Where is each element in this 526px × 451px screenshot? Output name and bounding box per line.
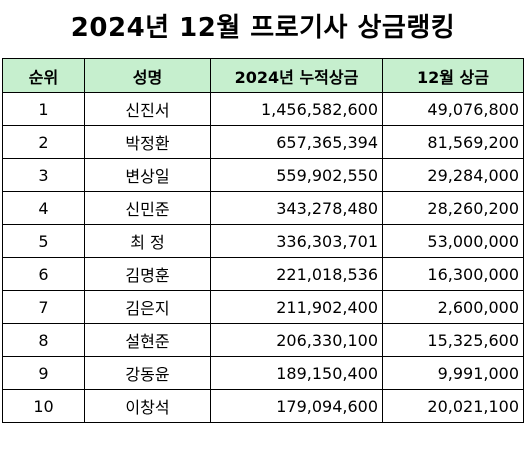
total-prize-cell: 1,456,582,600	[210, 92, 383, 126]
table-row: 3 변상일 559,902,550 29,284,000	[2, 158, 524, 192]
rank-cell: 6	[2, 257, 85, 291]
name-cell: 강동윤	[84, 356, 211, 390]
table-header-row: 순위 성명 2024년 누적상금 12월 상금	[2, 58, 524, 93]
table-row: 4 신민준 343,278,480 28,260,200	[2, 191, 524, 225]
rank-cell: 9	[2, 356, 85, 390]
total-prize-cell: 336,303,701	[210, 224, 383, 258]
table-row: 5 최 정 336,303,701 53,000,000	[2, 224, 524, 258]
name-cell: 설현준	[84, 323, 211, 357]
december-prize-cell: 81,569,200	[382, 125, 524, 159]
column-header-total-prize: 2024년 누적상금	[210, 58, 383, 93]
table-row: 8 설현준 206,330,100 15,325,600	[2, 323, 524, 357]
total-prize-cell: 221,018,536	[210, 257, 383, 291]
december-prize-cell: 16,300,000	[382, 257, 524, 291]
table-row: 6 김명훈 221,018,536 16,300,000	[2, 257, 524, 291]
total-prize-cell: 211,902,400	[210, 290, 383, 324]
table-row: 9 강동윤 189,150,400 9,991,000	[2, 356, 524, 390]
december-prize-cell: 53,000,000	[382, 224, 524, 258]
rank-cell: 4	[2, 191, 85, 225]
prize-ranking-table: 순위 성명 2024년 누적상금 12월 상금 1 신진서 1,456,582,…	[2, 58, 524, 423]
name-cell: 이창석	[84, 389, 211, 423]
name-cell: 김명훈	[84, 257, 211, 291]
total-prize-cell: 343,278,480	[210, 191, 383, 225]
name-cell: 신민준	[84, 191, 211, 225]
december-prize-cell: 28,260,200	[382, 191, 524, 225]
december-prize-cell: 29,284,000	[382, 158, 524, 192]
rank-cell: 2	[2, 125, 85, 159]
december-prize-cell: 20,021,100	[382, 389, 524, 423]
december-prize-cell: 15,325,600	[382, 323, 524, 357]
name-cell: 박정환	[84, 125, 211, 159]
name-cell: 신진서	[84, 92, 211, 126]
total-prize-cell: 559,902,550	[210, 158, 383, 192]
total-prize-cell: 657,365,394	[210, 125, 383, 159]
december-prize-cell: 2,600,000	[382, 290, 524, 324]
total-prize-cell: 189,150,400	[210, 356, 383, 390]
rank-cell: 7	[2, 290, 85, 324]
rank-cell: 1	[2, 92, 85, 126]
rank-cell: 5	[2, 224, 85, 258]
column-header-rank: 순위	[2, 58, 85, 93]
december-prize-cell: 9,991,000	[382, 356, 524, 390]
table-row: 7 김은지 211,902,400 2,600,000	[2, 290, 524, 324]
column-header-name: 성명	[84, 58, 211, 93]
december-prize-cell: 49,076,800	[382, 92, 524, 126]
rank-cell: 10	[2, 389, 85, 423]
column-header-december-prize: 12월 상금	[382, 58, 524, 93]
table-row: 10 이창석 179,094,600 20,021,100	[2, 389, 524, 423]
rank-cell: 8	[2, 323, 85, 357]
total-prize-cell: 206,330,100	[210, 323, 383, 357]
name-cell: 변상일	[84, 158, 211, 192]
rank-cell: 3	[2, 158, 85, 192]
table-row: 2 박정환 657,365,394 81,569,200	[2, 125, 524, 159]
name-cell: 최 정	[84, 224, 211, 258]
total-prize-cell: 179,094,600	[210, 389, 383, 423]
page-title: 2024년 12월 프로기사 상금랭킹	[70, 13, 456, 43]
table-row: 1 신진서 1,456,582,600 49,076,800	[2, 92, 524, 126]
name-cell: 김은지	[84, 290, 211, 324]
